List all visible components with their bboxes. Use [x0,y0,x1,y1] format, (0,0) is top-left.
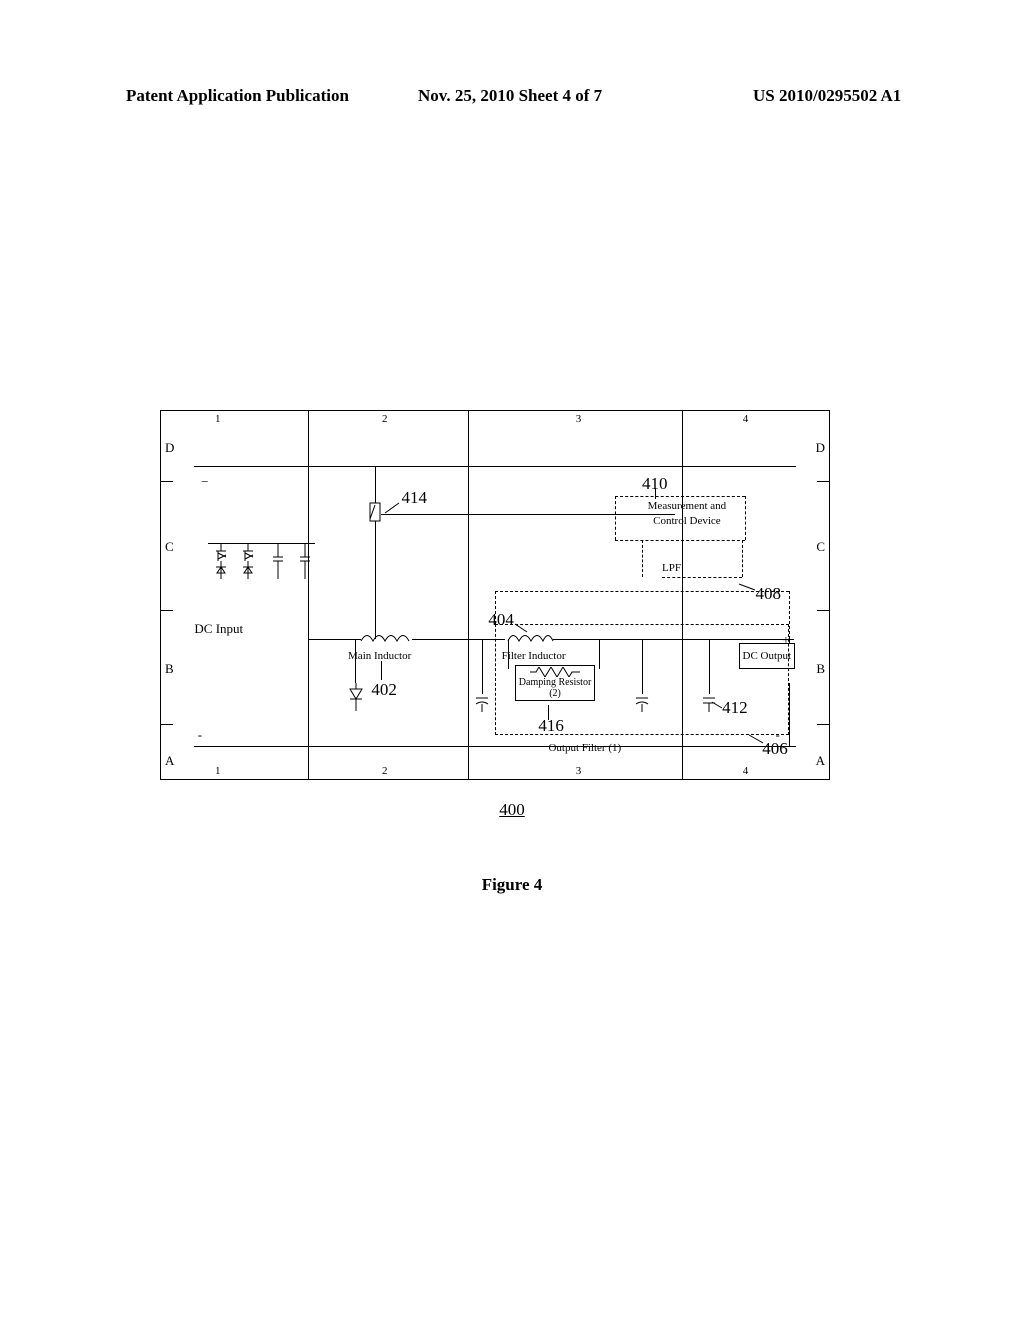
wire [194,466,795,467]
capacitor-icon [298,543,312,579]
polarity-minus: − [201,474,208,490]
dc-input-label: DC Input [194,621,243,637]
dashed-wire [615,496,745,497]
transistor-icon [214,543,228,579]
figure-number: 400 [0,800,1024,820]
grid-tick [817,610,829,611]
capacitor-icon [474,694,490,712]
grid-row-label: C [816,539,825,555]
dashed-wire [615,496,616,540]
wire [789,683,790,746]
polarity-minus: - [198,727,202,743]
grid-row-label: D [165,440,174,456]
wire [375,521,376,639]
header-pubnum: US 2010/0295502 A1 [753,86,901,106]
wire [308,639,361,640]
wire [375,466,376,503]
measurement-control-box: Measurement and Control Device [622,499,752,528]
meas-control-line2: Control Device [653,515,721,527]
grid-col-label: 2 [382,413,388,425]
dashed-wire [789,591,790,639]
grid-row-label: A [816,753,825,769]
grid-row-label: C [165,539,174,555]
grid-col-label: 3 [576,413,582,425]
inductor-icon [361,632,411,646]
grid-tick [161,481,173,482]
leader-line [749,735,765,745]
grid-col-label: 2 [382,765,388,777]
grid-tick [161,724,173,725]
dashed-wire [615,540,745,541]
wire [482,639,483,694]
grid-row-label: B [816,661,825,677]
figure-caption: Figure 4 [0,875,1024,895]
leader-line [739,584,757,594]
grid-tick [817,481,829,482]
ref-402: 402 [371,680,397,700]
capacitor-icon [271,543,285,579]
dashed-wire [745,496,746,540]
grid-tick [817,724,829,725]
switch-icon [368,503,382,523]
leader-line [385,503,405,517]
header-date-sheet: Nov. 25, 2010 Sheet 4 of 7 [418,86,602,106]
grid-tick [161,610,173,611]
grid-col-label: 1 [215,413,221,425]
grid-row-label: B [165,661,174,677]
grid-row-label: A [165,753,174,769]
grid-col-label: 4 [743,765,749,777]
ref-414: 414 [401,488,427,508]
grid-col-label: 1 [215,765,221,777]
dashed-wire [662,577,742,578]
wire [412,639,506,640]
leader-line [381,661,382,679]
lpf-label: LPF [662,562,681,574]
meas-control-line1: Measurement and [648,500,727,512]
ref-408: 408 [756,584,782,604]
dashed-wire [495,591,496,624]
wire [194,746,795,747]
dashed-wire [642,540,643,577]
grid-col-label: 3 [576,765,582,777]
dashed-wire [742,540,743,577]
circuit-diagram: 1 2 3 4 1 2 3 4 D C B A D C B A − - - DC… [160,410,830,780]
transistor-icon [241,543,255,579]
wire [355,639,356,683]
grid-col-label: 4 [743,413,749,425]
output-filter-box [495,624,789,734]
diode-icon [348,683,364,711]
grid-row-label: D [816,440,825,456]
leader-line [655,488,656,499]
header-publication: Patent Application Publication [126,86,349,106]
ref-406: 406 [762,739,788,759]
output-filter-label: Output Filter (1) [548,742,621,754]
main-inductor-label: Main Inductor [348,650,411,662]
wire [789,639,790,643]
